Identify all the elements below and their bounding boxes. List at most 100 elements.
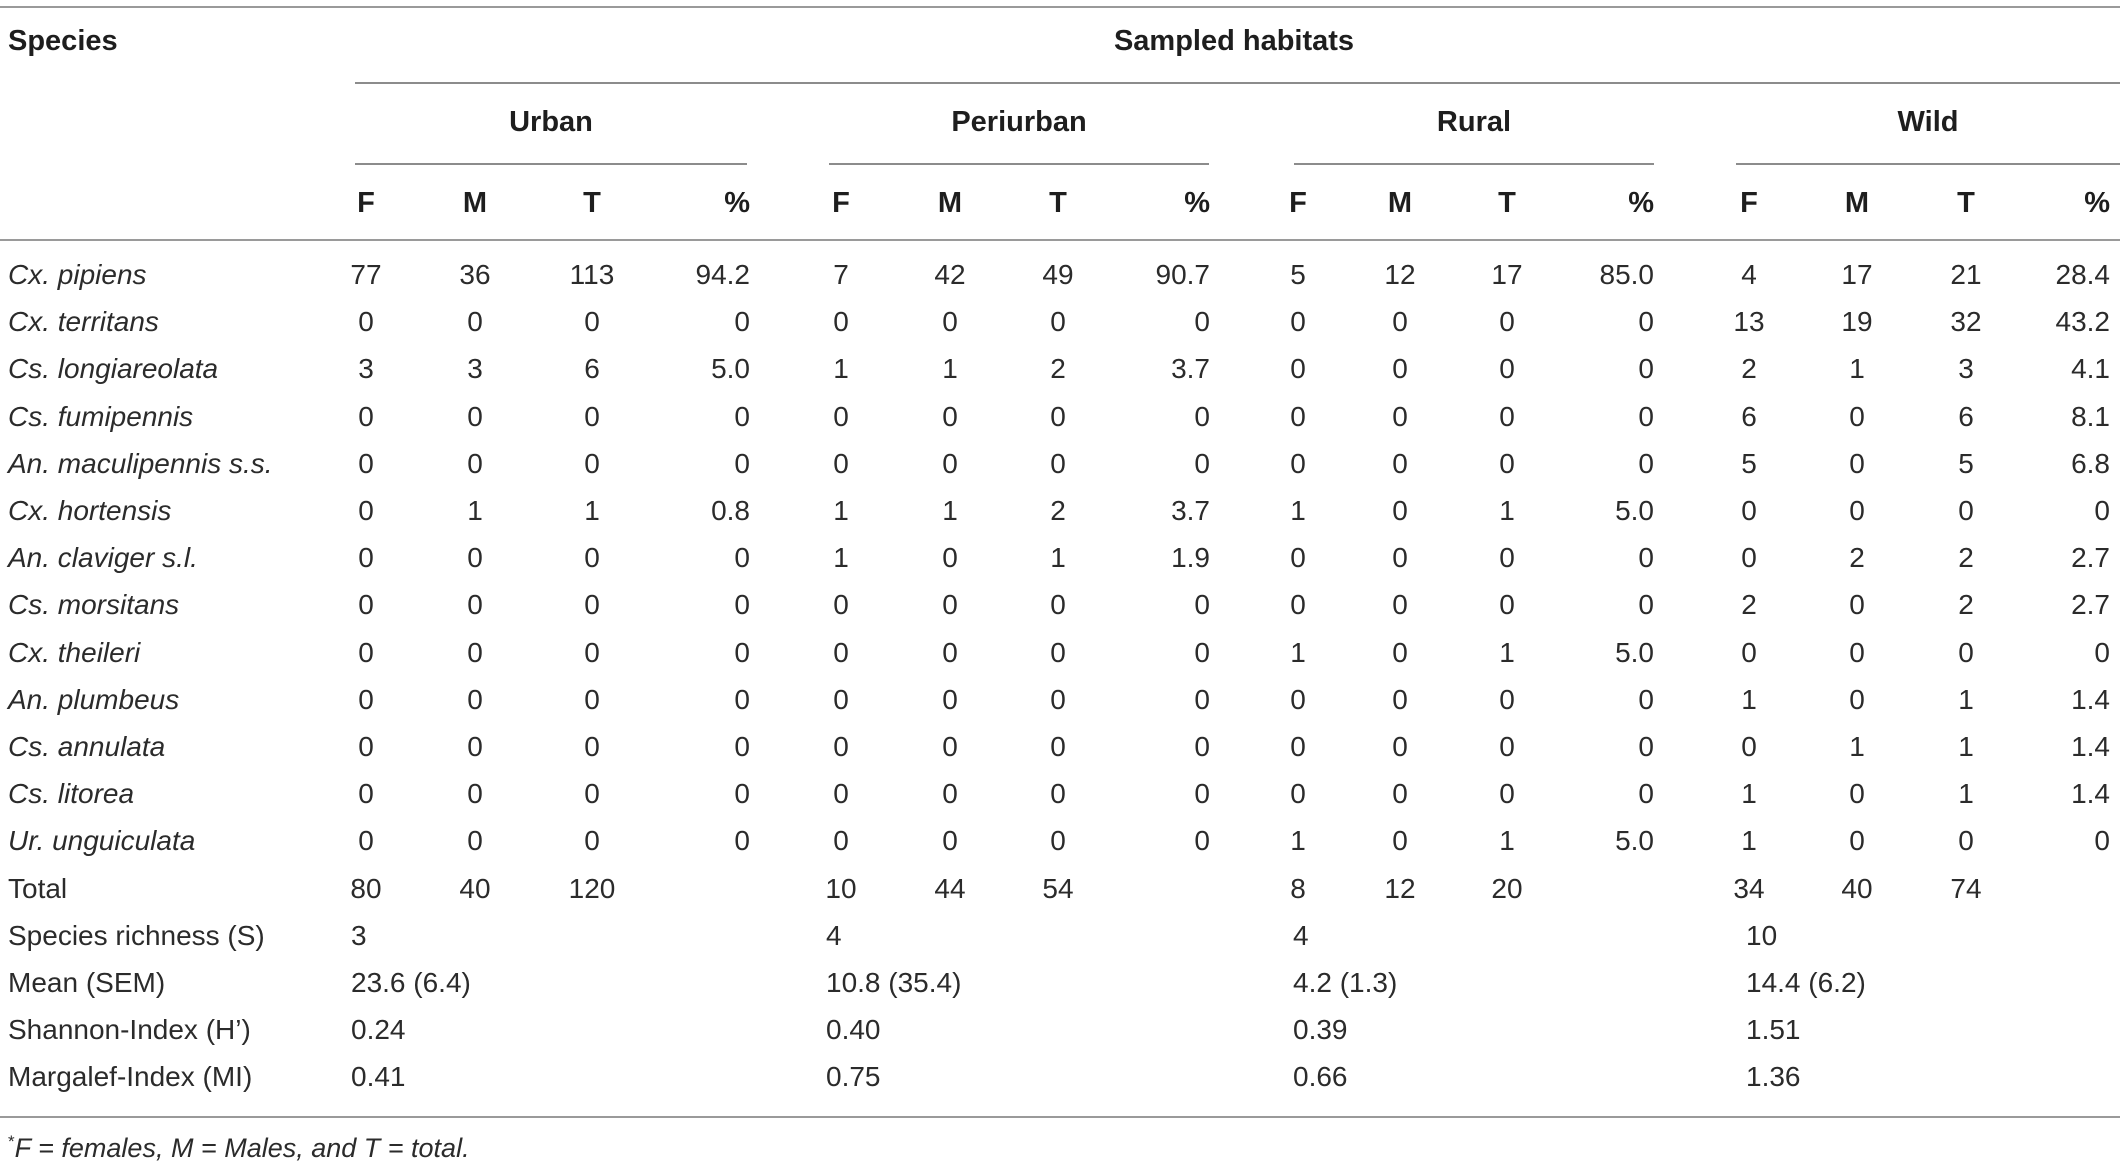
subheader-wild-pct: %	[2084, 187, 2110, 219]
table-cell: 0	[358, 731, 374, 762]
table-cell: 1	[1290, 636, 1306, 668]
table-cell: 0.8	[711, 495, 750, 526]
table-cell: 0	[358, 589, 374, 621]
table-cell: 1	[1050, 542, 1066, 574]
species-name-cell: Ur. unguiculata	[8, 825, 196, 857]
table-cell: 2	[1741, 589, 1757, 621]
subheader-wild-f: F	[1740, 187, 1758, 219]
species-name-cell: Cs. fumipennis	[8, 400, 194, 432]
table-cell: 0	[734, 306, 750, 338]
table-cell: 6.8	[2071, 447, 2110, 479]
habitat-header-wild: Wild	[1897, 106, 1959, 138]
habitats-group-rule	[355, 82, 2120, 84]
table-cell: 113	[569, 259, 615, 290]
table-cell: 1.4	[2071, 778, 2110, 810]
table-cell: 0	[942, 778, 958, 810]
table-cell: 7	[833, 259, 849, 290]
table-cell: 5.0	[1615, 825, 1654, 857]
wild-subheader-rule	[1736, 163, 2120, 165]
table-cell: 17	[1491, 259, 1523, 290]
table-cell: 0	[467, 589, 483, 621]
table-cell: 0	[1849, 495, 1865, 526]
subheader-periurban-pct: %	[1184, 187, 1210, 219]
table-cell: 0	[833, 683, 849, 715]
table-cell: 0	[1392, 400, 1408, 432]
table-cell: 1	[1849, 353, 1865, 385]
subheader-rural-pct: %	[1628, 187, 1654, 219]
table-cell: 6	[1741, 400, 1757, 432]
table-cell: 0	[942, 731, 958, 762]
table-cell: 0	[734, 542, 750, 574]
table-cell: 1	[1741, 778, 1757, 810]
table-cell: 0	[1499, 589, 1515, 621]
table-cell: 0	[1290, 589, 1306, 621]
table-cell: 0	[1638, 400, 1654, 432]
table-cell: 1	[1741, 825, 1757, 857]
table-cell: 0	[1741, 636, 1757, 668]
table-cell: 0	[1392, 542, 1408, 574]
table-footnote: *F = females, M = Males, and T = total.	[8, 1126, 470, 1164]
table-cell: 0	[942, 636, 958, 668]
table-cell: 0	[358, 542, 374, 574]
table-cell: 0	[1499, 353, 1515, 385]
table-cell: 0	[942, 306, 958, 338]
habitat-header-rural: Rural	[1436, 106, 1512, 138]
table-cell: 3	[467, 353, 483, 385]
table-cell: 0	[1499, 542, 1515, 574]
table-cell: 0	[1958, 495, 1974, 526]
table-cell: 0	[358, 636, 374, 668]
table-cell: 0	[833, 636, 849, 668]
total-cell: 44	[934, 872, 966, 904]
table-cell: 0	[1050, 683, 1066, 715]
total-cell: 40	[1841, 872, 1873, 904]
table-cell: 6	[1958, 400, 1974, 432]
table-cell: 0	[1499, 731, 1515, 762]
table-cell: 0	[1050, 306, 1066, 338]
footnote-marker: *	[8, 1132, 15, 1151]
table-cell: 0	[942, 589, 958, 621]
species-name-cell: An. maculipennis s.s.	[8, 447, 273, 479]
table-cell: 2.7	[2071, 542, 2110, 574]
summary-cell-wild: 14.4 (6.2)	[1746, 967, 1866, 998]
table-cell: 4.1	[2071, 353, 2110, 385]
table-cell: 0	[1741, 542, 1757, 574]
header-bottom-rule	[0, 239, 2120, 241]
habitat-header-urban: Urban	[509, 106, 593, 138]
table-cell: 0	[358, 495, 374, 526]
table-cell: 0	[584, 589, 600, 621]
table-cell: 5.0	[1615, 495, 1654, 526]
table-cell: 0	[1290, 353, 1306, 385]
table-cell: 0	[584, 778, 600, 810]
table-cell: 0	[467, 306, 483, 338]
table-cell: 0	[1392, 495, 1408, 526]
subheader-urban-f: F	[357, 187, 375, 219]
summary-cell-wild: 1.51	[1746, 1014, 1801, 1046]
table-cell: 3.7	[1171, 495, 1210, 526]
table-cell: 0	[358, 825, 374, 857]
table-cell: 0	[1638, 306, 1654, 338]
table-cell: 0	[1050, 636, 1066, 668]
table-cell: 0	[1050, 447, 1066, 479]
total-cell: 34	[1733, 872, 1765, 904]
table-cell: 0	[1290, 400, 1306, 432]
table-cell: 0	[833, 778, 849, 810]
table-cell: 0	[1638, 731, 1654, 762]
table-cell: 0	[1849, 825, 1865, 857]
table-cell: 0	[358, 306, 374, 338]
table-cell: 17	[1841, 259, 1873, 290]
species-name-cell: Cx. hortensis	[8, 495, 172, 526]
total-row-label: Total	[8, 872, 68, 904]
table-cell: 0	[1499, 447, 1515, 479]
total-cell: 8	[1290, 872, 1306, 904]
table-cell: 0	[1741, 731, 1757, 762]
table-cell: 0	[1638, 542, 1654, 574]
subheader-urban-pct: %	[724, 187, 750, 219]
periurban-subheader-rule	[829, 163, 1209, 165]
table-cell: 0	[734, 589, 750, 621]
summary-cell-rural: 4.2 (1.3)	[1293, 967, 1398, 998]
table-cell: 0	[942, 825, 958, 857]
table-cell: 1.4	[2071, 731, 2110, 762]
table-cell: 0	[1392, 306, 1408, 338]
table-cell: 0	[1638, 778, 1654, 810]
